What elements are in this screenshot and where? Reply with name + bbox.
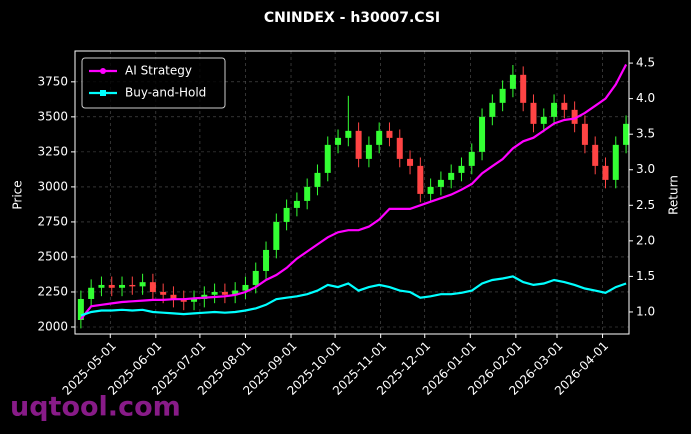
candle-body <box>386 130 393 138</box>
y-tick-label: 2250 <box>37 284 68 298</box>
candle-body <box>98 284 105 288</box>
legend-box <box>81 57 226 109</box>
legend-label: AI Strategy <box>125 64 192 78</box>
candle-body <box>283 207 290 222</box>
y2-tick-label: 1.0 <box>636 304 655 318</box>
candle-body <box>119 284 126 288</box>
candle-body <box>293 200 300 208</box>
candle-body <box>211 291 218 295</box>
legend-marker <box>100 90 106 96</box>
y-tick-label: 3750 <box>37 74 68 88</box>
chart-title: CNINDEX - h30007.CSI <box>264 10 440 26</box>
candle-body <box>509 74 516 89</box>
candle-body <box>520 74 527 103</box>
y-tick-label: 3250 <box>37 144 68 158</box>
y2-tick-label: 3.0 <box>636 162 655 176</box>
candle-body <box>242 284 249 291</box>
y2-tick-label: 4.0 <box>636 91 655 105</box>
legend-label: Buy-and-Hold <box>125 86 206 100</box>
candle-body <box>396 137 403 159</box>
candle-body <box>355 130 362 159</box>
candle-body <box>180 298 187 302</box>
candle-body <box>273 221 280 250</box>
y-tick-label: 3000 <box>37 179 68 193</box>
y-tick-label: 2500 <box>37 249 68 263</box>
legend-marker <box>100 68 106 74</box>
candle-body <box>468 151 475 166</box>
candle-body <box>499 88 506 103</box>
candle-body <box>160 291 167 295</box>
candle-body <box>345 130 352 138</box>
candle-body <box>437 179 444 187</box>
y2-axis-label: Return <box>667 175 681 215</box>
candle-body <box>149 282 156 292</box>
candle-body <box>530 102 537 124</box>
candle-body <box>592 144 599 166</box>
candle-body <box>129 284 136 287</box>
watermark: uqtool.com <box>10 392 181 423</box>
candle-body <box>191 298 198 302</box>
candle-body <box>108 284 115 288</box>
candle-body <box>571 109 578 124</box>
candle-body <box>427 186 434 194</box>
y-tick-label: 2750 <box>37 214 68 228</box>
candle-body <box>561 102 568 110</box>
candle-body <box>221 291 228 295</box>
candle-body <box>304 186 311 201</box>
candle-body <box>448 172 455 180</box>
y2-tick-label: 2.5 <box>636 198 655 212</box>
candle-body <box>314 172 321 187</box>
candle-body <box>88 287 95 299</box>
return-line <box>80 63 628 320</box>
candle-body <box>602 165 609 180</box>
candle-body <box>324 144 331 173</box>
candle-body <box>417 165 424 194</box>
candle-body <box>335 137 342 145</box>
return-line <box>80 275 627 317</box>
candle-body <box>139 282 146 287</box>
y2-tick-label: 2.0 <box>636 233 655 247</box>
candle-body <box>263 249 270 271</box>
candle-body <box>252 270 259 285</box>
candle-body <box>551 102 558 117</box>
y-tick-label: 2000 <box>37 319 68 333</box>
candle-body <box>458 165 465 173</box>
y-tick-label: 3500 <box>37 109 68 123</box>
candle-body <box>479 116 486 152</box>
candle-body <box>581 123 588 145</box>
candle-body <box>170 294 177 299</box>
candle-body <box>623 123 630 145</box>
y2-tick-label: 4.5 <box>636 56 655 70</box>
candle-body <box>365 144 372 159</box>
y2-tick-label: 3.5 <box>636 127 655 141</box>
candle-body <box>489 102 496 117</box>
candle-body <box>77 298 84 320</box>
candle-body <box>407 158 414 166</box>
plot-frame <box>74 50 630 335</box>
candle-body <box>232 290 239 295</box>
candle-body <box>540 116 547 124</box>
y2-tick-label: 1.5 <box>636 269 655 283</box>
candle-body <box>612 144 619 180</box>
y-axis-label: Price <box>11 180 25 209</box>
candle-body <box>376 130 383 145</box>
